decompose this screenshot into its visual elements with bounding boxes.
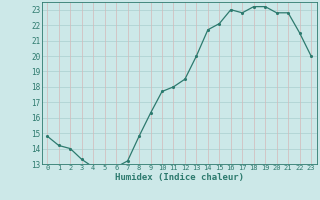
X-axis label: Humidex (Indice chaleur): Humidex (Indice chaleur) bbox=[115, 173, 244, 182]
